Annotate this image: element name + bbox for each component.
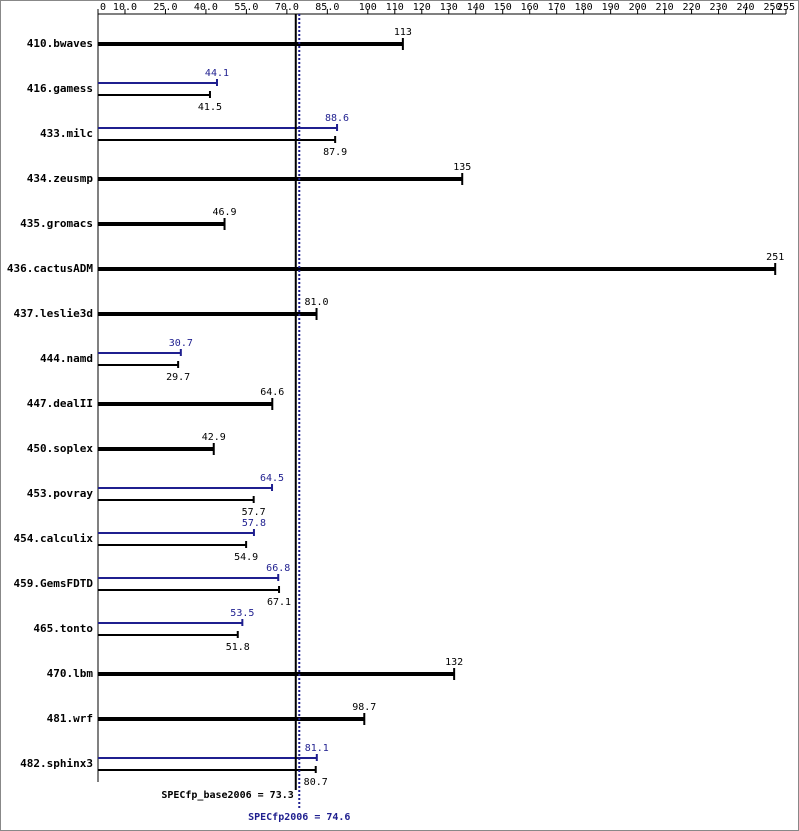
value-label: 54.9	[234, 552, 258, 563]
bar	[98, 589, 280, 591]
category-label: 459.GemsFDTD	[14, 577, 94, 590]
value-label: 46.9	[212, 207, 236, 218]
bar	[98, 634, 238, 636]
value-label: 51.8	[226, 642, 250, 653]
bar	[98, 757, 317, 759]
bar	[98, 769, 316, 771]
category-label: 435.gromacs	[20, 217, 93, 230]
bar	[98, 42, 403, 46]
bar	[98, 402, 273, 406]
x-tick-label: 170	[548, 2, 566, 13]
category-label: 437.leslie3d	[14, 307, 93, 320]
category-label: 470.lbm	[47, 667, 94, 680]
bar	[98, 127, 338, 129]
x-tick-label: 10.0	[113, 2, 137, 13]
x-tick-label: 250	[763, 2, 781, 13]
bar	[98, 487, 273, 489]
x-tick-label: 100	[359, 2, 377, 13]
x-tick-label: 40.0	[194, 2, 218, 13]
x-tick-label: 160	[521, 2, 539, 13]
value-label: 30.7	[169, 338, 193, 349]
x-tick-label: 25.0	[153, 2, 177, 13]
x-tick-label: 210	[656, 2, 674, 13]
x-tick-label: 130	[440, 2, 458, 13]
value-label: 81.1	[305, 743, 329, 754]
x-tick-label: 220	[683, 2, 701, 13]
value-label: 53.5	[230, 608, 254, 619]
x-tick-label: 120	[413, 2, 431, 13]
x-tick-label: 140	[467, 2, 485, 13]
category-label: 436.cactusADM	[7, 262, 93, 275]
value-label: 42.9	[202, 432, 226, 443]
value-label: 44.1	[205, 68, 229, 79]
category-label: 416.gamess	[27, 82, 93, 95]
x-tick-label: 180	[575, 2, 593, 13]
category-label: 453.povray	[27, 487, 94, 500]
category-label: 434.zeusmp	[27, 172, 94, 185]
category-label: 450.soplex	[27, 442, 94, 455]
value-label: 113	[394, 27, 412, 38]
reference-label: SPECfp2006 = 74.6	[248, 812, 350, 823]
category-label: 410.bwaves	[27, 37, 93, 50]
category-label: 447.dealII	[27, 397, 93, 410]
x-tick-label: 150	[494, 2, 512, 13]
value-label: 135	[453, 162, 471, 173]
x-tick-label: 190	[602, 2, 620, 13]
value-label: 251	[766, 252, 784, 263]
x-tick-label: 200	[629, 2, 647, 13]
x-tick-label: 110	[386, 2, 404, 13]
bar	[98, 532, 254, 534]
category-label: 433.milc	[40, 127, 93, 140]
x-tick-label: 55.0	[234, 2, 258, 13]
category-label: 482.sphinx3	[20, 757, 93, 770]
bar	[98, 672, 455, 676]
bar	[98, 139, 336, 141]
bar	[98, 94, 210, 96]
x-tick-label: 0	[100, 2, 106, 13]
value-label: 57.7	[242, 507, 266, 518]
x-tick-label: 255	[777, 2, 795, 13]
value-label: 132	[445, 657, 463, 668]
bar	[98, 717, 365, 721]
value-label: 88.6	[325, 113, 349, 124]
value-label: 81.0	[304, 297, 328, 308]
value-label: 29.7	[166, 372, 190, 383]
value-label: 87.9	[323, 147, 347, 158]
value-label: 80.7	[304, 777, 328, 788]
bar	[98, 447, 214, 451]
value-label: 64.5	[260, 473, 284, 484]
x-tick-label: 70.0	[275, 2, 299, 13]
category-label: 465.tonto	[33, 622, 93, 635]
value-label: 41.5	[198, 102, 222, 113]
category-label: 444.namd	[40, 352, 93, 365]
value-label: 64.6	[260, 387, 284, 398]
value-label: 66.8	[266, 563, 290, 574]
x-tick-label: 230	[710, 2, 728, 13]
bar	[98, 577, 279, 579]
bar	[98, 622, 243, 624]
bar	[98, 267, 776, 271]
x-tick-label: 240	[736, 2, 754, 13]
category-label: 481.wrf	[47, 712, 93, 725]
x-tick-label: 85.0	[315, 2, 339, 13]
bar	[98, 312, 317, 316]
reference-label: SPECfp_base2006 = 73.3	[161, 790, 293, 801]
bar	[98, 222, 225, 226]
bar	[98, 177, 463, 181]
category-label: 454.calculix	[14, 532, 94, 545]
value-label: 98.7	[352, 702, 376, 713]
value-label: 57.8	[242, 518, 266, 529]
bar	[98, 82, 217, 84]
value-label: 67.1	[267, 597, 291, 608]
bar	[98, 544, 247, 546]
bar	[98, 364, 179, 366]
bar	[98, 499, 254, 501]
bar	[98, 352, 181, 354]
